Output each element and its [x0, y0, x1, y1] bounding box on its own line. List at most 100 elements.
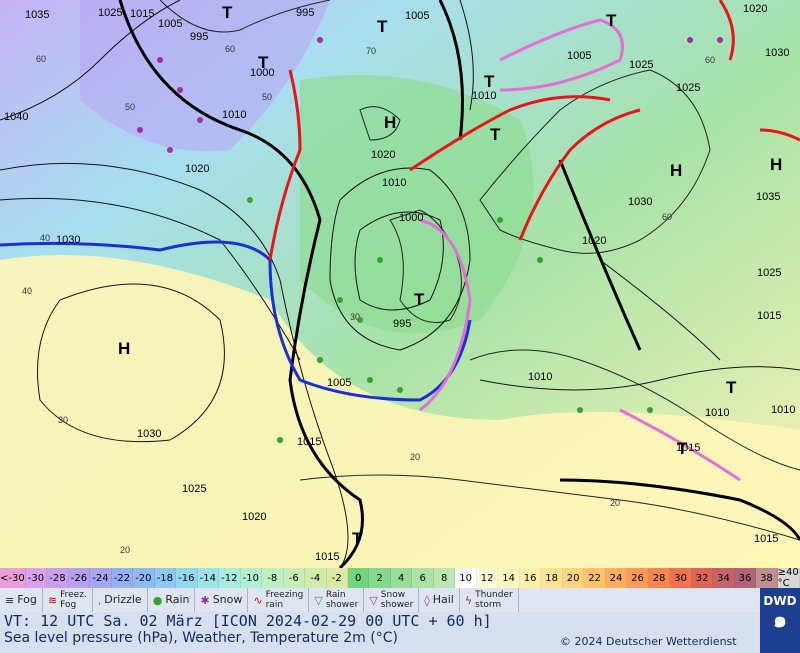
scale-cell: 16: [519, 568, 542, 588]
scale-cell: ≥40 °C: [777, 567, 800, 589]
scale-cell: 8: [433, 568, 456, 588]
low-pressure-center: T: [726, 378, 737, 397]
temperature-label: 20: [120, 545, 130, 555]
pressure-label: 1020: [582, 235, 606, 247]
weather-legend: ≡ Fog ≋ Freez. Fog , Drizzle ● Rain ✱ Sn…: [0, 588, 800, 612]
scale-cell: 38: [756, 568, 778, 588]
scale-cell: -6: [283, 568, 306, 588]
legend-hail: ◊ Hail: [419, 588, 460, 612]
high-pressure-center: H: [384, 113, 396, 132]
weather-map: 1035 1025 1015 1005 995 995 1005 1040 10…: [0, 0, 800, 568]
temperature-label: 50: [262, 92, 272, 102]
rain-shower-icon: ▽: [314, 593, 323, 607]
scale-cell: -28: [47, 568, 69, 588]
freezing-rain-icon: ∿: [253, 593, 263, 607]
pressure-label: 1030: [137, 428, 161, 440]
pressure-label: 1020: [185, 163, 209, 175]
pressure-label: 1025: [757, 267, 781, 279]
scale-cell: 10: [455, 568, 477, 588]
drizzle-icon: ,: [97, 593, 102, 607]
temperature-label: 50: [125, 102, 135, 112]
pressure-label: 1025: [182, 483, 206, 495]
legend-snow-label: Snow: [212, 593, 243, 606]
thunderstorm-icon: ϟ: [464, 593, 473, 607]
dwd-logo: DWD ๑: [760, 588, 800, 653]
map-subtitle: Sea level pressure (hPa), Weather, Tempe…: [4, 630, 398, 646]
pressure-label: 1005: [158, 18, 182, 30]
scale-cell: 0: [347, 568, 370, 588]
pressure-label: 1010: [382, 177, 406, 189]
pressure-label: 995: [296, 7, 314, 19]
scale-cell: -18: [154, 568, 177, 588]
legend-freezing-rain-label: Freezing rain: [265, 590, 304, 610]
isobars-thick: [118, 0, 800, 568]
pressure-label: 1025: [629, 59, 653, 71]
copyright-text: © 2024 Deutscher Wetterdienst: [560, 635, 737, 648]
freezing-fog-icon: ≋: [47, 593, 58, 607]
scale-cell: -2: [326, 568, 348, 588]
low-pressure-center: T: [606, 11, 617, 30]
pressure-label: 1015: [297, 436, 321, 448]
pressure-label: 1030: [628, 196, 652, 208]
pressure-label: 1020: [242, 511, 266, 523]
map-cold-zone: [80, 0, 330, 152]
coastlines: [159, 0, 800, 541]
map-warm-zone: [0, 255, 800, 568]
low-pressure-center: T: [484, 72, 495, 91]
scale-cell: -4: [305, 568, 327, 588]
low-pressure-center: T: [352, 529, 363, 548]
scale-cell: -16: [176, 568, 198, 588]
scale-cell: -14: [197, 568, 220, 588]
pressure-label: 1000: [250, 67, 274, 79]
scale-cell: 24: [605, 568, 628, 588]
pressure-label: 1005: [405, 10, 429, 22]
legend-fog-label: Fog: [17, 593, 37, 606]
temperature-label: 30: [350, 312, 360, 322]
low-pressure-center: T: [677, 439, 688, 458]
scale-cell: 26: [627, 568, 649, 588]
legend-rain: ● Rain: [148, 588, 196, 612]
pressure-label: 1010: [705, 407, 729, 419]
low-pressure-center: T: [377, 17, 388, 36]
pressure-label: 1000: [399, 212, 423, 224]
low-pressure-center: T: [490, 125, 501, 144]
temperature-label: 60: [225, 44, 235, 54]
temperature-label: 20: [410, 452, 420, 462]
legend-rain-shower-label: Rain shower: [325, 590, 359, 610]
legend-freezing-fog: ≋ Freez. Fog: [43, 588, 93, 612]
legend-freezing-rain: ∿ Freezing rain: [248, 588, 310, 612]
scale-cell: <-30: [0, 568, 26, 588]
temperature-label-group: 60 60 50 60 70 40 40 30 20 20 30 20 50 6…: [22, 44, 715, 555]
legend-rain-shower: ▽ Rain shower: [309, 588, 365, 612]
scale-cell: 14: [498, 568, 520, 588]
pressure-label: 1015: [757, 310, 781, 322]
scale-cell: -30: [25, 568, 48, 588]
scale-cell: 12: [476, 568, 499, 588]
pressure-label: 1010: [771, 404, 795, 416]
scale-cell: 32: [691, 568, 714, 588]
pressure-label: 1020: [371, 149, 395, 161]
temperature-label: 60: [705, 55, 715, 65]
temperature-label: 60: [36, 54, 46, 64]
snow-symbol: [137, 37, 723, 153]
temperature-label: 30: [58, 415, 68, 425]
pressure-label: 1035: [25, 9, 49, 21]
pressure-label: 1015: [676, 442, 700, 454]
scale-cell: 30: [670, 568, 692, 588]
dwd-logo-swirl-icon: ๑: [773, 608, 787, 633]
legend-snow-shower: ▽ Snow shower: [364, 588, 420, 612]
scale-cell: -12: [219, 568, 241, 588]
weather-symbols: [137, 37, 723, 443]
snow-shower-icon: ▽: [369, 593, 378, 607]
rain-symbol: [247, 197, 653, 443]
low-pressure-center: T: [414, 290, 425, 309]
temperature-label: 40: [40, 233, 50, 243]
pressure-label: 1015: [754, 533, 778, 545]
pressure-label: 1020: [743, 3, 767, 15]
scale-cell: 20: [562, 568, 585, 588]
scale-cell: 28: [648, 568, 671, 588]
temperature-label: 20: [610, 498, 620, 508]
scale-cell: -22: [111, 568, 134, 588]
pressure-label: 1010: [222, 109, 246, 121]
